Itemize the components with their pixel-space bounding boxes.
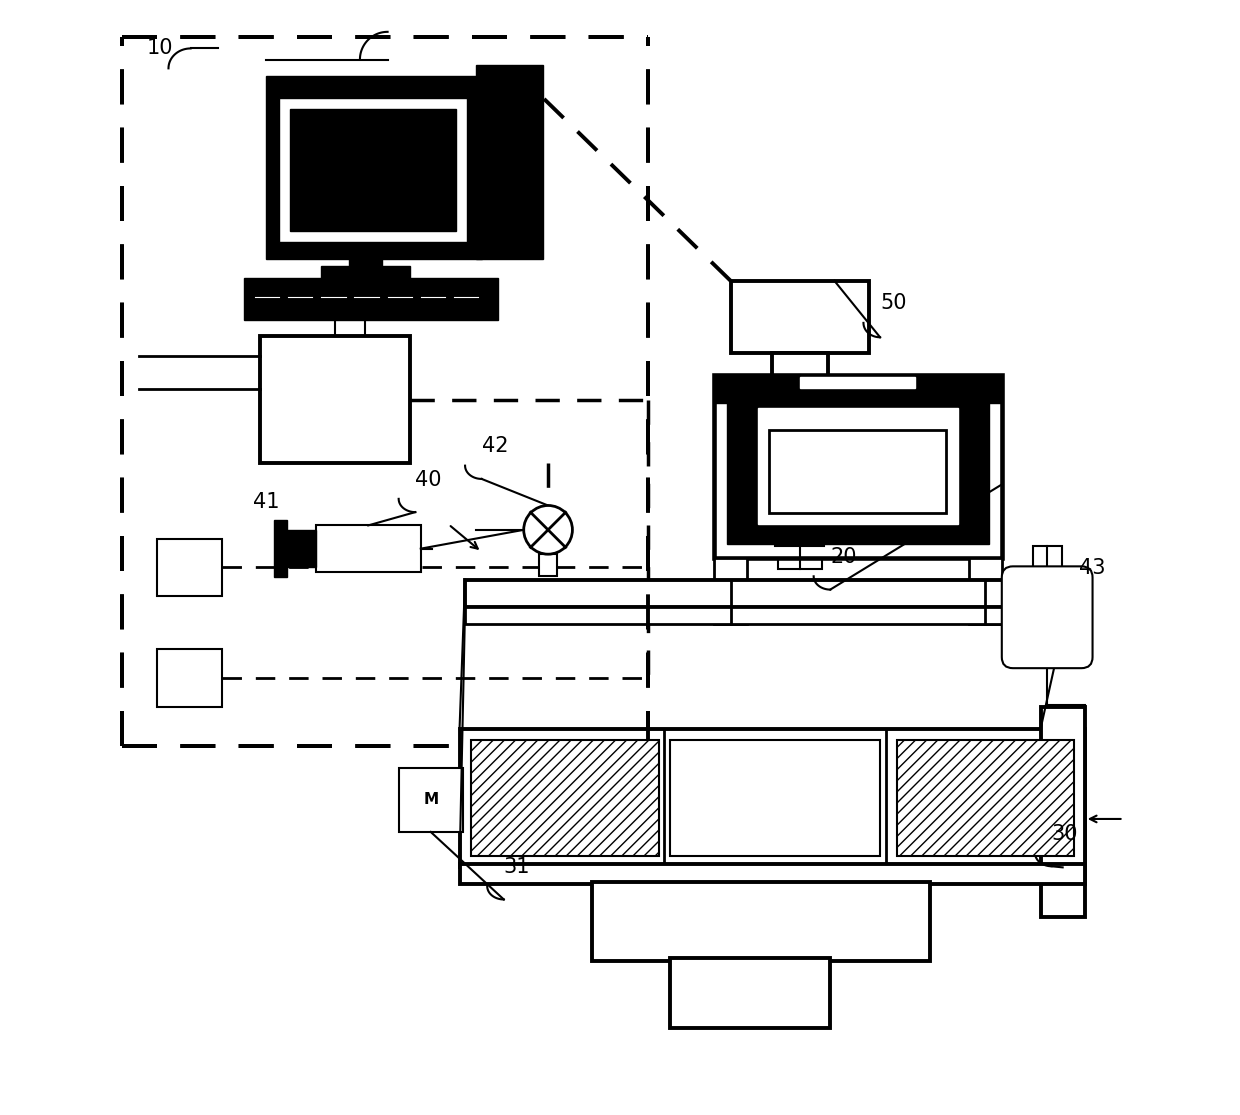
Text: 43: 43 [1079, 559, 1106, 578]
Bar [476, 65, 543, 259]
Bar [260, 336, 409, 464]
Bar [157, 539, 222, 597]
Bar [460, 864, 1085, 884]
Bar [471, 740, 658, 856]
FancyBboxPatch shape [1002, 566, 1092, 668]
Text: M: M [423, 793, 438, 807]
Bar [769, 430, 946, 513]
Text: 20: 20 [831, 547, 857, 568]
Bar [777, 544, 822, 569]
Bar [773, 478, 827, 535]
Bar [279, 98, 467, 242]
Bar [348, 253, 382, 270]
Bar [460, 729, 1085, 867]
Bar [800, 377, 915, 388]
Text: 31: 31 [503, 857, 531, 876]
Bar [244, 278, 498, 320]
Bar [758, 449, 842, 481]
Bar [730, 281, 869, 352]
Bar [759, 408, 957, 524]
Bar [1033, 546, 1061, 580]
Bar [283, 530, 316, 568]
Bar [714, 558, 748, 624]
Text: 41: 41 [253, 492, 279, 512]
Bar [775, 533, 825, 546]
Bar [157, 649, 222, 707]
Bar [728, 388, 988, 544]
Bar [714, 375, 1002, 558]
Bar [593, 882, 930, 961]
Bar [290, 109, 456, 231]
Bar [714, 375, 1002, 403]
Bar [897, 740, 1074, 856]
Circle shape [523, 505, 573, 554]
Bar [465, 608, 1074, 624]
Bar [670, 740, 880, 856]
Text: 40: 40 [415, 469, 441, 489]
Bar [465, 580, 1074, 608]
Text: 42: 42 [481, 436, 508, 456]
Bar [399, 768, 463, 832]
Text: 10: 10 [146, 38, 172, 58]
Bar [321, 266, 409, 278]
Text: 50: 50 [880, 292, 906, 312]
Bar [1040, 707, 1085, 918]
Bar [265, 76, 481, 259]
Text: 30: 30 [1052, 824, 1078, 844]
Bar [316, 525, 420, 572]
Bar [539, 554, 557, 576]
Bar [773, 352, 827, 453]
Bar [670, 958, 831, 1028]
Bar [968, 558, 1002, 624]
Bar [274, 520, 286, 578]
